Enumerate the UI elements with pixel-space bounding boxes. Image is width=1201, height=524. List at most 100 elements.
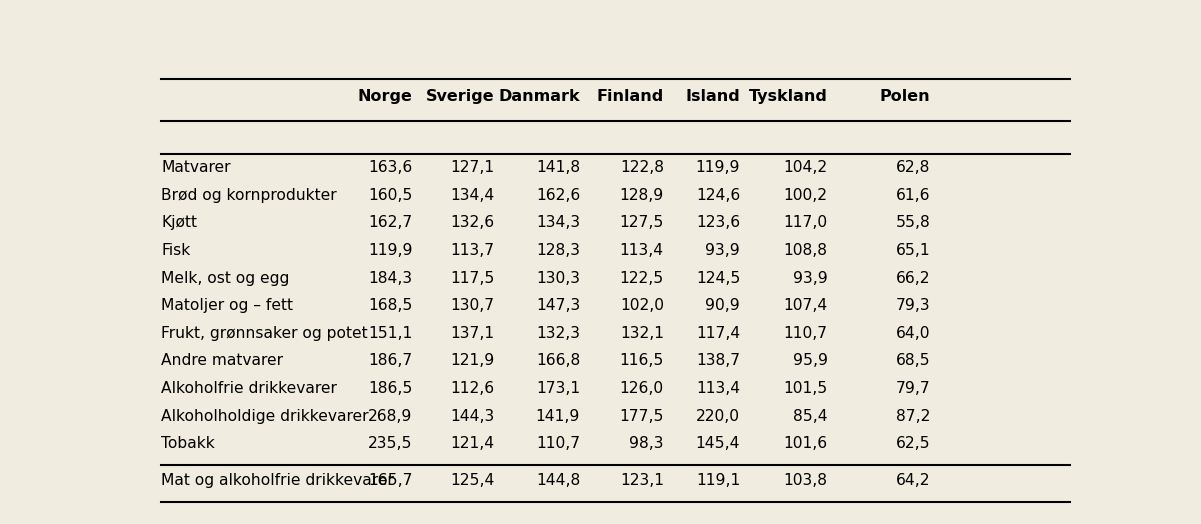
Text: Finland: Finland — [597, 89, 664, 104]
Text: 145,4: 145,4 — [695, 436, 740, 451]
Text: 93,9: 93,9 — [793, 270, 827, 286]
Text: 68,5: 68,5 — [896, 354, 930, 368]
Text: 103,8: 103,8 — [784, 473, 827, 487]
Text: 144,3: 144,3 — [450, 409, 495, 424]
Text: Matvarer: Matvarer — [161, 160, 231, 175]
Text: 126,0: 126,0 — [620, 381, 664, 396]
Text: 235,5: 235,5 — [368, 436, 413, 451]
Text: 220,0: 220,0 — [697, 409, 740, 424]
Text: 95,9: 95,9 — [793, 354, 827, 368]
Text: 55,8: 55,8 — [896, 215, 930, 230]
Text: Tobakk: Tobakk — [161, 436, 215, 451]
Text: Alkoholfrie drikkevarer: Alkoholfrie drikkevarer — [161, 381, 337, 396]
Text: Fisk: Fisk — [161, 243, 191, 258]
Text: 113,4: 113,4 — [697, 381, 740, 396]
Text: 79,3: 79,3 — [896, 298, 930, 313]
Text: 162,6: 162,6 — [536, 188, 580, 203]
Text: 110,7: 110,7 — [783, 326, 827, 341]
Text: 108,8: 108,8 — [784, 243, 827, 258]
Text: 141,8: 141,8 — [536, 160, 580, 175]
Text: 100,2: 100,2 — [784, 188, 827, 203]
Text: 165,7: 165,7 — [368, 473, 413, 487]
Text: 107,4: 107,4 — [783, 298, 827, 313]
Text: 64,0: 64,0 — [896, 326, 930, 341]
Text: 134,3: 134,3 — [536, 215, 580, 230]
Text: 128,9: 128,9 — [620, 188, 664, 203]
Text: 62,8: 62,8 — [896, 160, 930, 175]
Text: 98,3: 98,3 — [629, 436, 664, 451]
Text: 162,7: 162,7 — [369, 215, 413, 230]
Text: 119,9: 119,9 — [695, 160, 740, 175]
Text: 90,9: 90,9 — [705, 298, 740, 313]
Text: 168,5: 168,5 — [369, 298, 413, 313]
Text: Tyskland: Tyskland — [749, 89, 827, 104]
Text: 177,5: 177,5 — [620, 409, 664, 424]
Text: 147,3: 147,3 — [536, 298, 580, 313]
Text: 163,6: 163,6 — [369, 160, 413, 175]
Text: 113,4: 113,4 — [620, 243, 664, 258]
Text: 151,1: 151,1 — [369, 326, 413, 341]
Text: 186,7: 186,7 — [369, 354, 413, 368]
Text: 64,2: 64,2 — [896, 473, 930, 487]
Text: 184,3: 184,3 — [369, 270, 413, 286]
Text: Matoljer og – fett: Matoljer og – fett — [161, 298, 293, 313]
Text: 130,7: 130,7 — [450, 298, 495, 313]
Text: 123,6: 123,6 — [697, 215, 740, 230]
Text: 138,7: 138,7 — [697, 354, 740, 368]
Text: 132,6: 132,6 — [450, 215, 495, 230]
Text: 137,1: 137,1 — [450, 326, 495, 341]
Text: 268,9: 268,9 — [369, 409, 413, 424]
Text: 124,5: 124,5 — [695, 270, 740, 286]
Text: Norge: Norge — [358, 89, 413, 104]
Text: 121,9: 121,9 — [450, 354, 495, 368]
Text: 65,1: 65,1 — [896, 243, 930, 258]
Text: 93,9: 93,9 — [705, 243, 740, 258]
Text: 132,1: 132,1 — [620, 326, 664, 341]
Text: 160,5: 160,5 — [369, 188, 413, 203]
Text: 132,3: 132,3 — [536, 326, 580, 341]
Text: 166,8: 166,8 — [536, 354, 580, 368]
Text: 119,9: 119,9 — [368, 243, 413, 258]
Text: 110,7: 110,7 — [536, 436, 580, 451]
Text: 127,1: 127,1 — [450, 160, 495, 175]
Text: 122,5: 122,5 — [620, 270, 664, 286]
Text: Brød og kornprodukter: Brød og kornprodukter — [161, 188, 337, 203]
Text: 66,2: 66,2 — [896, 270, 930, 286]
Text: 141,9: 141,9 — [536, 409, 580, 424]
Text: 61,6: 61,6 — [896, 188, 930, 203]
Text: 124,6: 124,6 — [697, 188, 740, 203]
Text: 128,3: 128,3 — [536, 243, 580, 258]
Text: 101,6: 101,6 — [783, 436, 827, 451]
Text: 119,1: 119,1 — [697, 473, 740, 487]
Text: Mat og alkoholfrie drikkevarer: Mat og alkoholfrie drikkevarer — [161, 473, 394, 487]
Text: 122,8: 122,8 — [620, 160, 664, 175]
Text: 121,4: 121,4 — [450, 436, 495, 451]
Text: 101,5: 101,5 — [783, 381, 827, 396]
Text: 117,4: 117,4 — [697, 326, 740, 341]
Text: Melk, ost og egg: Melk, ost og egg — [161, 270, 289, 286]
Text: 127,5: 127,5 — [620, 215, 664, 230]
Text: 102,0: 102,0 — [620, 298, 664, 313]
Text: Kjøtt: Kjøtt — [161, 215, 197, 230]
Text: Danmark: Danmark — [498, 89, 580, 104]
Text: 87,2: 87,2 — [896, 409, 930, 424]
Text: Frukt, grønnsaker og potet: Frukt, grønnsaker og potet — [161, 326, 368, 341]
Text: 112,6: 112,6 — [450, 381, 495, 396]
Text: 186,5: 186,5 — [369, 381, 413, 396]
Text: Island: Island — [686, 89, 740, 104]
Text: 130,3: 130,3 — [536, 270, 580, 286]
Text: 125,4: 125,4 — [450, 473, 495, 487]
Text: Polen: Polen — [879, 89, 930, 104]
Text: 117,0: 117,0 — [783, 215, 827, 230]
Text: 113,7: 113,7 — [450, 243, 495, 258]
Text: 116,5: 116,5 — [620, 354, 664, 368]
Text: 104,2: 104,2 — [783, 160, 827, 175]
Text: 85,4: 85,4 — [793, 409, 827, 424]
Text: 79,7: 79,7 — [896, 381, 930, 396]
Text: 62,5: 62,5 — [896, 436, 930, 451]
Text: 144,8: 144,8 — [536, 473, 580, 487]
Text: 123,1: 123,1 — [620, 473, 664, 487]
Text: Andre matvarer: Andre matvarer — [161, 354, 283, 368]
Text: 173,1: 173,1 — [536, 381, 580, 396]
Text: Sverige: Sverige — [426, 89, 495, 104]
